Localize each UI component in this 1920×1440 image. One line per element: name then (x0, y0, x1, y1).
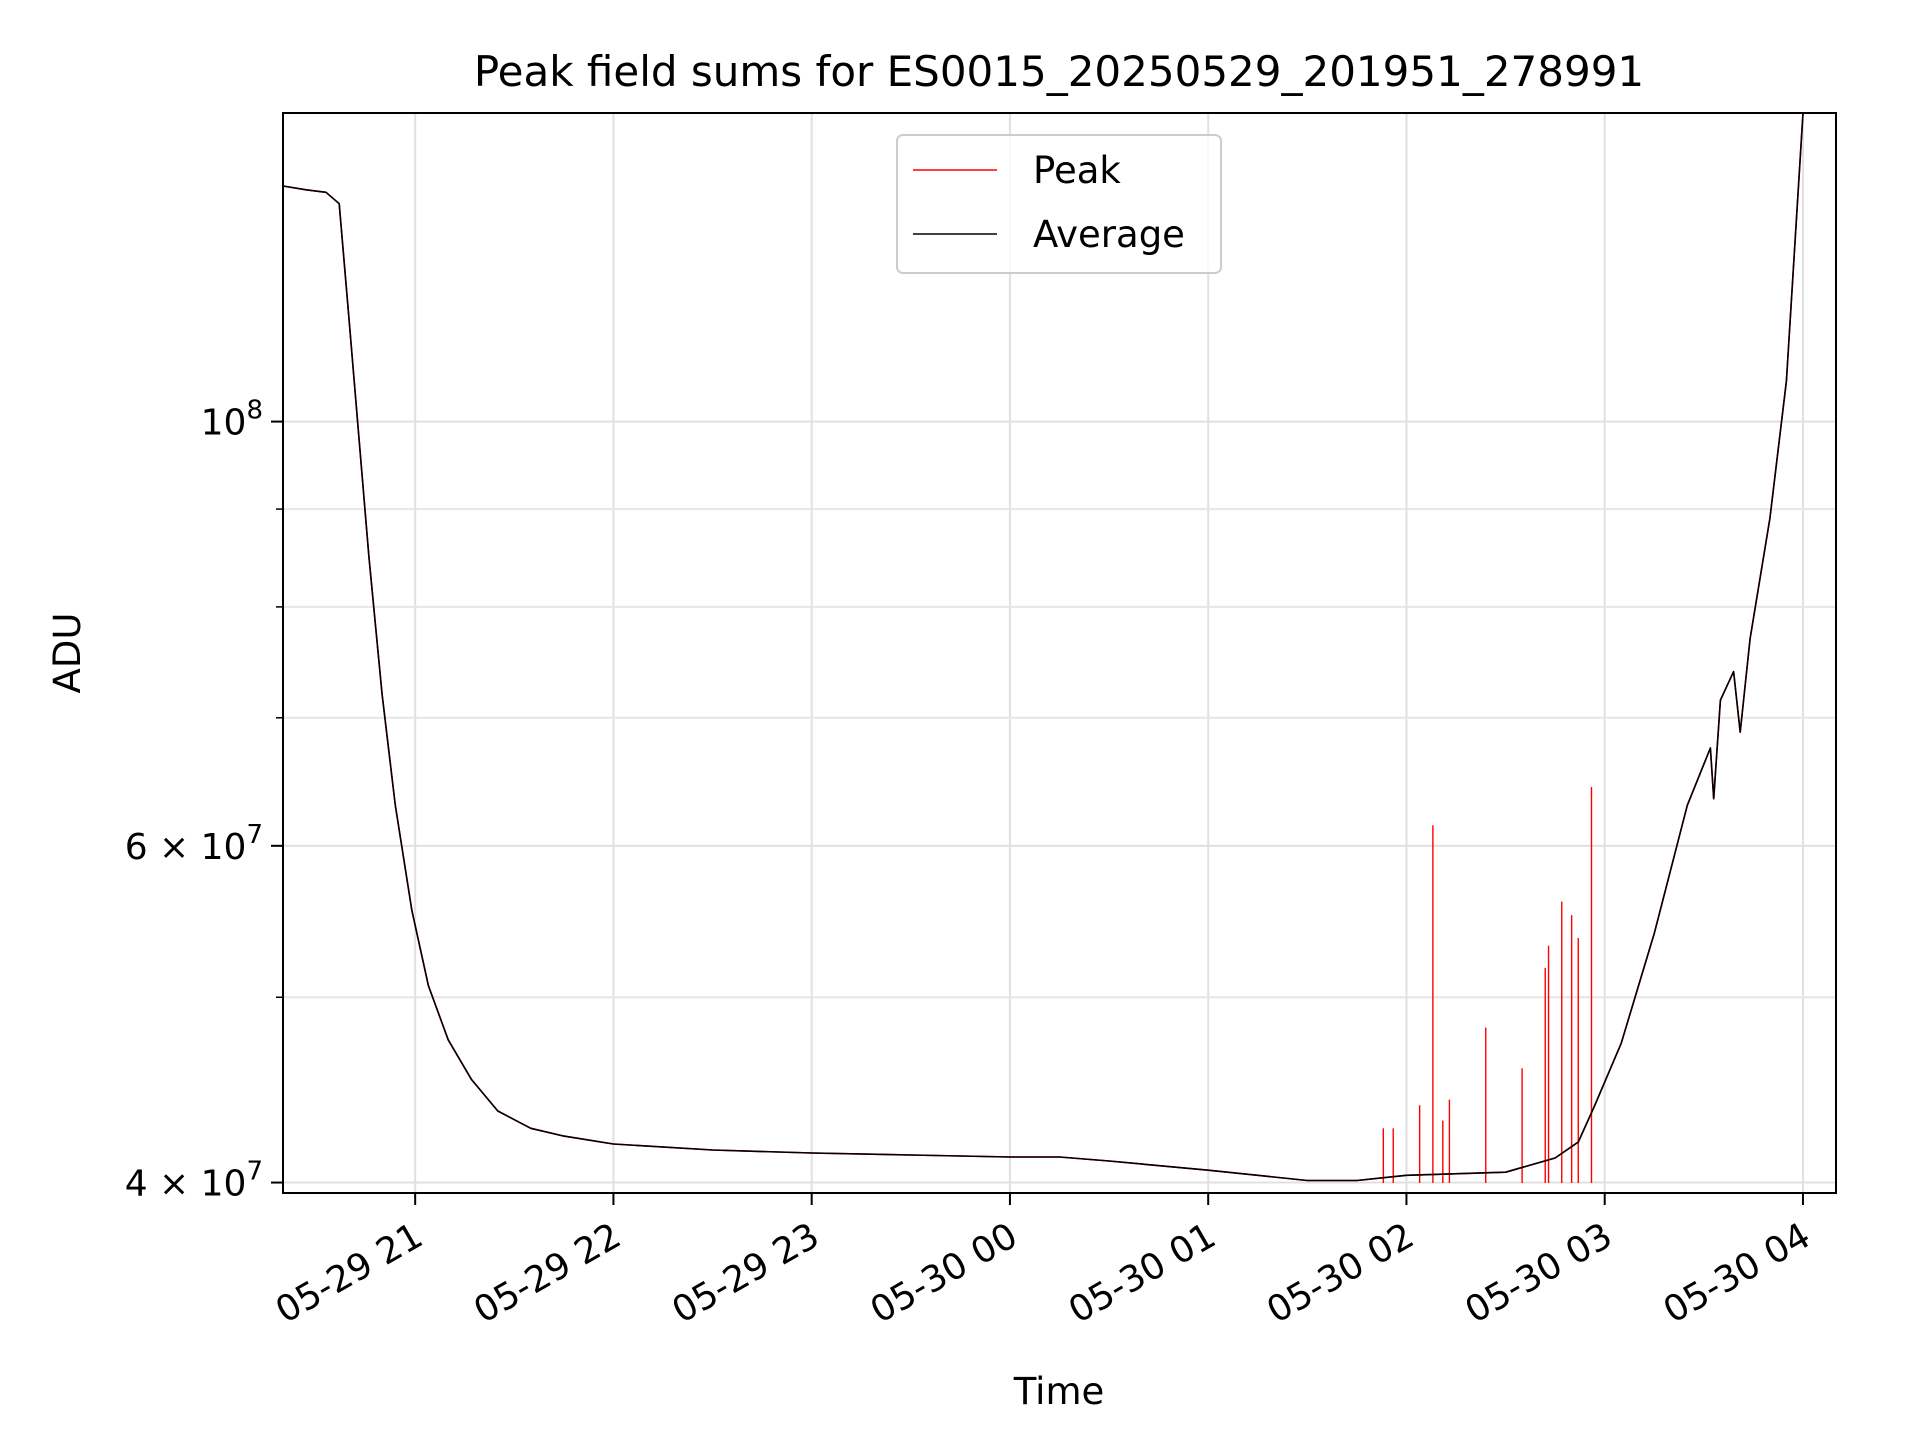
legend-average-label: Average (1033, 213, 1185, 256)
grid (283, 113, 1836, 1193)
y-tick-label: 4 × 107 (125, 1157, 263, 1205)
legend: Peak Average (896, 134, 1222, 274)
y-tick-label: 108 (201, 396, 263, 444)
legend-peak-label: Peak (1033, 149, 1121, 192)
y-tick-label: 6 × 107 (125, 820, 263, 868)
x-axis-label: Time (1013, 1370, 1105, 1413)
series-average-line (283, 113, 1804, 1182)
plot-frame (282, 112, 1837, 1194)
series-layer (283, 113, 1804, 1183)
chart-title: Peak field sums for ES0015_20250529_2019… (474, 47, 1644, 96)
y-axis: 4 × 107 6 × 107 108 (125, 396, 283, 1205)
y-axis-label: ADU (46, 613, 89, 694)
